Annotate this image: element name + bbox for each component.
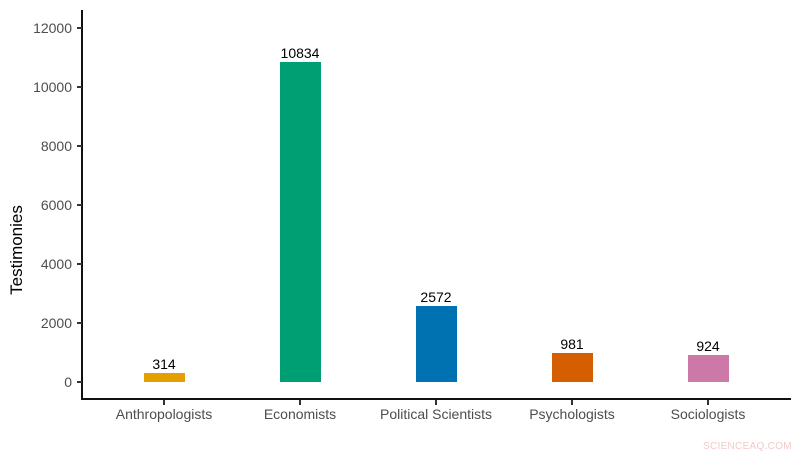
y-tick-mark [77,145,82,147]
bar-psychologists [551,353,593,382]
y-tick-mark [77,322,82,324]
bar-value-label: 981 [560,336,584,353]
y-axis-title: Testimonies [7,205,26,295]
y-tick-label: 4000 [40,256,72,272]
bar-anthropologists [143,372,185,382]
y-tick-label: 10000 [33,79,72,95]
bar-value-label: 924 [696,337,720,354]
y-tick-label: 0 [64,374,72,390]
x-tick-mark [163,400,165,405]
y-tick-mark [77,86,82,88]
bar-political-scientists [415,306,457,382]
bar-sociologists [687,354,729,382]
bar-economists [279,62,321,382]
y-tick-label: 8000 [40,138,72,154]
x-tick-label: Economists [263,406,337,422]
x-tick-mark [707,400,709,405]
bar-value-label: 2572 [420,289,452,306]
y-tick-label: 2000 [40,315,72,331]
y-axis-line [81,10,83,400]
x-tick-label: Political Scientists [379,406,493,422]
y-tick-mark [77,27,82,29]
y-tick-label: 6000 [40,197,72,213]
bar-value-label: 314 [152,355,176,372]
x-tick-label: Sociologists [670,406,746,422]
x-tick-mark [571,400,573,405]
y-tick-mark [77,381,82,383]
y-tick-mark [77,263,82,265]
x-tick-mark [435,400,437,405]
x-tick-mark [299,400,301,405]
x-tick-label: Anthropologists [115,406,213,422]
x-axis-line [81,398,791,400]
x-tick-label: Psychologists [529,406,615,422]
bar-value-label: 10834 [280,45,320,62]
y-tick-label: 12000 [33,20,72,36]
y-tick-mark [77,204,82,206]
watermark: SCIENCEAQ.COM [703,441,792,452]
